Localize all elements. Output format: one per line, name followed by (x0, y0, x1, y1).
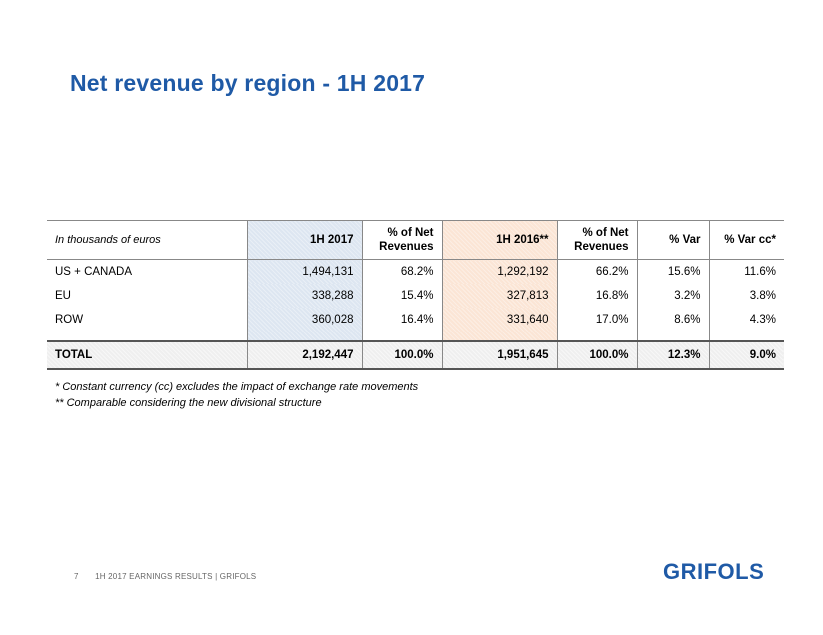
total-1h-2016: 1,951,645 (441, 340, 557, 370)
page-footer: 7 1H 2017 EARNINGS RESULTS | GRIFOLS (74, 572, 256, 581)
header-1h-2017: 1H 2017 (246, 220, 362, 260)
cell-1h-2016: 327,813 (441, 284, 557, 308)
cell-pct-2016: 66.2% (556, 259, 637, 284)
total-pct-var: 12.3% (636, 340, 709, 370)
total-pct-var-cc: 9.0% (708, 340, 784, 370)
cell-pct-var: 8.6% (636, 308, 709, 332)
footer-text: 1H 2017 EARNINGS RESULTS | GRIFOLS (95, 572, 257, 581)
cell-1h-2017: 1,494,131 (246, 259, 362, 284)
cell-pct-2016: 16.8% (556, 284, 637, 308)
table-row: US + CANADA 1,494,131 68.2% 1,292,192 66… (47, 259, 784, 284)
cell-1h-2016: 1,292,192 (441, 259, 557, 284)
row-label: EU (55, 290, 71, 302)
footnotes: * Constant currency (cc) excludes the im… (55, 379, 418, 411)
header-pct-net-revenues-2017: % of Net Revenues (361, 220, 442, 260)
table-row: EU 338,288 15.4% 327,813 16.8% 3.2% 3.8% (47, 284, 784, 308)
spacer-row (47, 332, 784, 341)
cell-1h-2016: 331,640 (441, 308, 557, 332)
cell-1h-2017: 338,288 (246, 284, 362, 308)
header-pct-var: % Var (636, 220, 709, 260)
cell-pct-var-cc: 4.3% (708, 308, 784, 332)
row-label: ROW (55, 314, 84, 326)
revenue-table: In thousands of euros 1H 2017 % of Net R… (47, 220, 784, 370)
cell-pct-var-cc: 11.6% (708, 259, 784, 284)
cell-pct-2016: 17.0% (556, 308, 637, 332)
total-pct-2017: 100.0% (361, 340, 442, 370)
table-row: ROW 360,028 16.4% 331,640 17.0% 8.6% 4.3… (47, 308, 784, 332)
footnote-comparable: ** Comparable considering the new divisi… (55, 397, 322, 409)
cell-pct-var-cc: 3.8% (708, 284, 784, 308)
header-pct-net-revenues-2016: % of Net Revenues (556, 220, 637, 260)
cell-pct-var: 3.2% (636, 284, 709, 308)
total-1h-2017: 2,192,447 (246, 340, 362, 370)
total-pct-2016: 100.0% (556, 340, 637, 370)
row-label: US + CANADA (55, 266, 133, 278)
unit-label: In thousands of euros (47, 220, 247, 260)
cell-pct-var: 15.6% (636, 259, 709, 284)
cell-pct-2017: 15.4% (361, 284, 442, 308)
cell-pct-2017: 68.2% (361, 259, 442, 284)
cell-pct-2017: 16.4% (361, 308, 442, 332)
table-header-row: In thousands of euros 1H 2017 % of Net R… (47, 220, 784, 260)
footnote-constant-currency: * Constant currency (cc) excludes the im… (55, 381, 419, 393)
header-pct-var-cc: % Var cc* (708, 220, 784, 260)
header-1h-2016: 1H 2016** (441, 220, 557, 260)
total-row: TOTAL 2,192,447 100.0% 1,951,645 100.0% … (47, 340, 784, 370)
page-title: Net revenue by region - 1H 2017 (70, 70, 426, 96)
total-label: TOTAL (47, 340, 247, 370)
cell-1h-2017: 360,028 (246, 308, 362, 332)
grifols-logo: GRIFOLS (663, 559, 765, 584)
page-number: 7 (74, 572, 79, 581)
